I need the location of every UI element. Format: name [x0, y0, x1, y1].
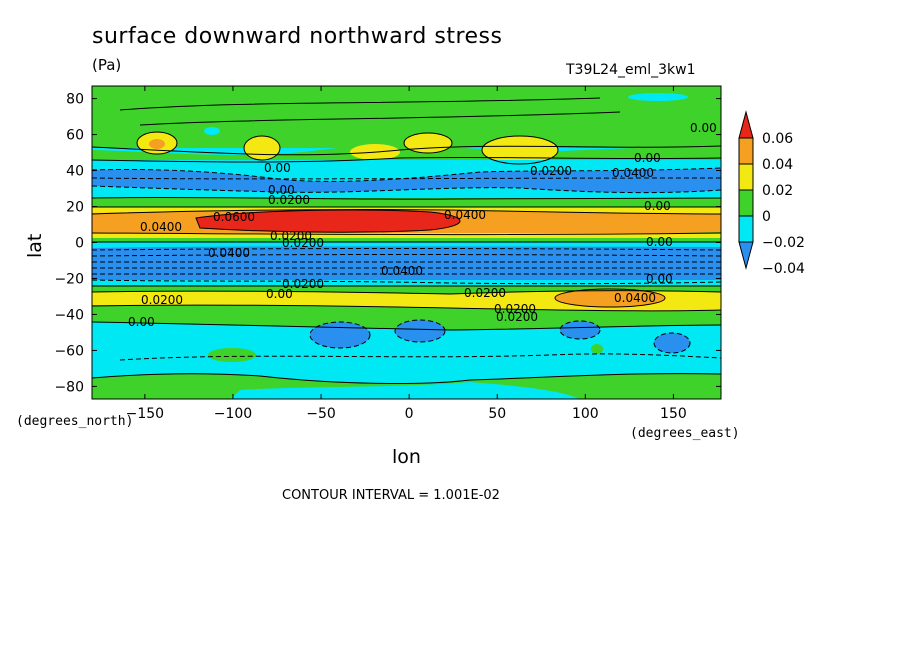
- colorbar-segment: [738, 215, 754, 243]
- plot-area: 0.06000.04000.04000.02000.000.000.04000.…: [92, 86, 721, 399]
- cyan-region: [230, 382, 580, 399]
- contour-value-label: 0.00: [646, 272, 673, 286]
- colorbar-label: 0: [762, 209, 771, 225]
- cyan-band: [92, 242, 721, 250]
- green-band: [92, 285, 721, 293]
- contour-value-label: 0.0400: [614, 291, 656, 305]
- green-band: [92, 198, 721, 208]
- contour-value-label: 0.0200: [270, 229, 312, 243]
- contour-value-label: 0.00: [644, 199, 671, 213]
- y-tick-label: 40: [66, 164, 84, 180]
- y-tick-label: 0: [75, 236, 84, 252]
- colorbar-top-arrow: [738, 110, 754, 139]
- contour-value-label: 0.0400: [140, 220, 182, 234]
- x-tick-label: 50: [488, 406, 506, 422]
- contour-value-label: 0.0600: [213, 210, 255, 224]
- contour-value-label: 0.0200: [282, 277, 324, 291]
- y-tick-label: −20: [54, 271, 84, 287]
- blue-blob: [560, 321, 600, 339]
- contour-value-label: 0.00: [264, 161, 291, 175]
- colorbar-label: 0.06: [762, 131, 793, 147]
- x-tick-label: 100: [572, 406, 599, 422]
- contour-value-label: 0.00: [268, 183, 295, 197]
- units-label: (Pa): [92, 56, 122, 74]
- contour-value-label: 0.0200: [496, 310, 538, 324]
- y-tick-label: 80: [66, 92, 84, 108]
- green-band: [92, 305, 721, 329]
- blue-blob: [395, 320, 445, 342]
- colorbar-label: 0.04: [762, 157, 793, 173]
- y-tick-label: −40: [54, 307, 84, 323]
- contour-value-label: 0.0200: [464, 286, 506, 300]
- blue-band: [92, 168, 721, 193]
- contour-lines: [92, 97, 721, 384]
- contour-value-label: 0.0200: [494, 302, 536, 316]
- y-units-label: (degrees_north): [16, 414, 134, 429]
- contour-value-label: 0.0200: [268, 193, 310, 207]
- contour-value-label: 0.00: [646, 235, 673, 249]
- colorbar-label: −0.02: [762, 235, 805, 251]
- y-tick-label: 60: [66, 128, 84, 144]
- contour-value-label: 0.0400: [208, 246, 250, 260]
- contour-value-label: 0.0200: [141, 293, 183, 307]
- orange-blob: [149, 139, 165, 149]
- x-tick-label: −150: [126, 406, 164, 422]
- colorbar-label: −0.04: [762, 261, 805, 277]
- colorbar-label: 0.02: [762, 183, 793, 199]
- green-band: [92, 238, 721, 243]
- negative-contour-lines: [92, 167, 721, 361]
- contour-interval-label: CONTOUR INTERVAL = 1.001E-02: [282, 488, 500, 503]
- contour-value-label: 0.0400: [612, 166, 654, 180]
- orange-blob: [555, 289, 665, 307]
- blue-blob: [654, 333, 690, 353]
- green-blob: [591, 344, 603, 354]
- contour-value-label: 0.00: [128, 315, 155, 329]
- cyan-band: [92, 280, 721, 286]
- x-tick-label: 0: [405, 406, 414, 422]
- blue-blob: [310, 322, 370, 348]
- contour-value-label: 0.0400: [381, 264, 423, 278]
- blue-band: [92, 246, 721, 284]
- y-tick-label: −60: [54, 343, 84, 359]
- colorbar-segment: [738, 163, 754, 191]
- y-tick-label: −80: [54, 379, 84, 395]
- contour-value-label: 0.0200: [282, 236, 324, 250]
- x-tick-label: −100: [214, 406, 252, 422]
- colorbar-segment: [738, 189, 754, 217]
- yellow-band: [92, 233, 721, 239]
- run-id-label: T39L24_eml_3kw1: [566, 62, 696, 78]
- cyan-blob: [204, 127, 220, 135]
- contour-value-label: 0.0200: [530, 164, 572, 178]
- contour-value-label: 0.00: [266, 287, 293, 301]
- red-maximum: [196, 210, 460, 233]
- x-tick-label: 150: [660, 406, 687, 422]
- x-axis-label: lon: [392, 446, 421, 468]
- contour-value-label: 0.00: [634, 151, 661, 165]
- cyan-blob: [628, 93, 688, 101]
- chart-title: surface downward northward stress: [92, 24, 503, 49]
- contour-value-label: 0.00: [690, 121, 717, 135]
- colorbar-segment: [738, 137, 754, 165]
- green-blob: [208, 348, 256, 362]
- x-units-label: (degrees_east): [630, 426, 740, 441]
- y-tick-label: 20: [66, 200, 84, 216]
- colorbar-bottom-arrow: [738, 241, 754, 270]
- yellow-blob: [482, 136, 558, 164]
- x-tick-label: −50: [306, 406, 336, 422]
- contour-value-label: 0.0400: [444, 208, 486, 222]
